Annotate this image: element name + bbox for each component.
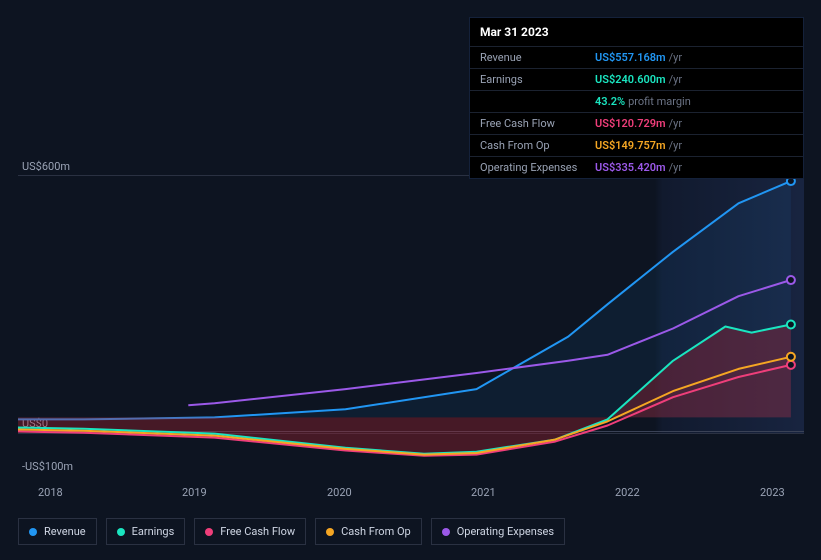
tooltip-row: Free Cash FlowUS$120.729m/yr [470,112,803,134]
legend-label: Cash From Op [341,525,411,538]
x-tick-label: 2020 [327,486,352,499]
tooltip: Mar 31 2023 RevenueUS$557.168m/yrEarning… [469,17,804,179]
tooltip-row: Operating ExpensesUS$335.420m/yr [470,156,803,178]
chart-container: US$600m US$0 -US$100m 2018 2019 2020 202… [0,0,821,560]
tooltip-row: EarningsUS$240.600m/yr [470,68,803,90]
series-marker-opex [787,276,795,284]
legend-label: Free Cash Flow [220,525,295,538]
tooltip-subrow-spacer [480,95,595,108]
legend-label: Earnings [132,525,175,538]
tooltip-date: Mar 31 2023 [470,18,803,46]
legend-label: Revenue [44,525,86,538]
series-marker-fcf [787,361,795,369]
legend-item-fcf[interactable]: Free Cash Flow [194,518,306,545]
tooltip-row-label: Operating Expenses [480,161,595,174]
legend-item-revenue[interactable]: Revenue [18,518,97,545]
legend-dot-icon [326,528,334,536]
tooltip-row-value: US$240.600m [595,73,666,86]
tooltip-row-suffix: /yr [669,73,682,86]
tooltip-row-value: US$120.729m [595,117,666,130]
legend-item-opex[interactable]: Operating Expenses [431,518,565,545]
tooltip-subrow-text: profit margin [628,95,691,108]
legend-dot-icon [205,528,213,536]
tooltip-subrow-value: 43.2% [595,95,625,108]
legend-label: Operating Expenses [457,525,554,538]
tooltip-row-value: US$335.420m [595,161,666,174]
tooltip-row: RevenueUS$557.168m/yr [470,46,803,68]
tooltip-row-label: Cash From Op [480,139,595,152]
tooltip-row-suffix: /yr [669,117,682,130]
y-tick-label: US$600m [22,160,70,173]
x-tick-label: 2022 [615,486,640,499]
tooltip-row-value: US$149.757m [595,139,666,152]
tooltip-row-value: US$557.168m [595,51,666,64]
legend-dot-icon [442,528,450,536]
tooltip-row-label: Free Cash Flow [480,117,595,130]
tooltip-row-suffix: /yr [669,51,682,64]
series-marker-cfo [787,353,795,361]
legend-dot-icon [29,528,37,536]
x-tick-label: 2019 [182,486,207,499]
tooltip-row-suffix: /yr [669,139,682,152]
legend-item-cfo[interactable]: Cash From Op [315,518,422,545]
series-marker-earnings [787,320,795,328]
x-tick-label: 2018 [38,486,63,499]
tooltip-row: Cash From OpUS$149.757m/yr [470,134,803,156]
tooltip-row-suffix: /yr [669,161,682,174]
chart-svg [18,175,804,478]
x-tick-label: 2023 [760,486,785,499]
x-tick-label: 2021 [471,486,496,499]
tooltip-row-label: Revenue [480,51,595,64]
legend-dot-icon [117,528,125,536]
tooltip-row-label: Earnings [480,73,595,86]
legend: Revenue Earnings Free Cash Flow Cash From O… [18,518,565,545]
tooltip-subrow: 43.2% profit margin [470,90,803,112]
legend-item-earnings[interactable]: Earnings [106,518,186,545]
